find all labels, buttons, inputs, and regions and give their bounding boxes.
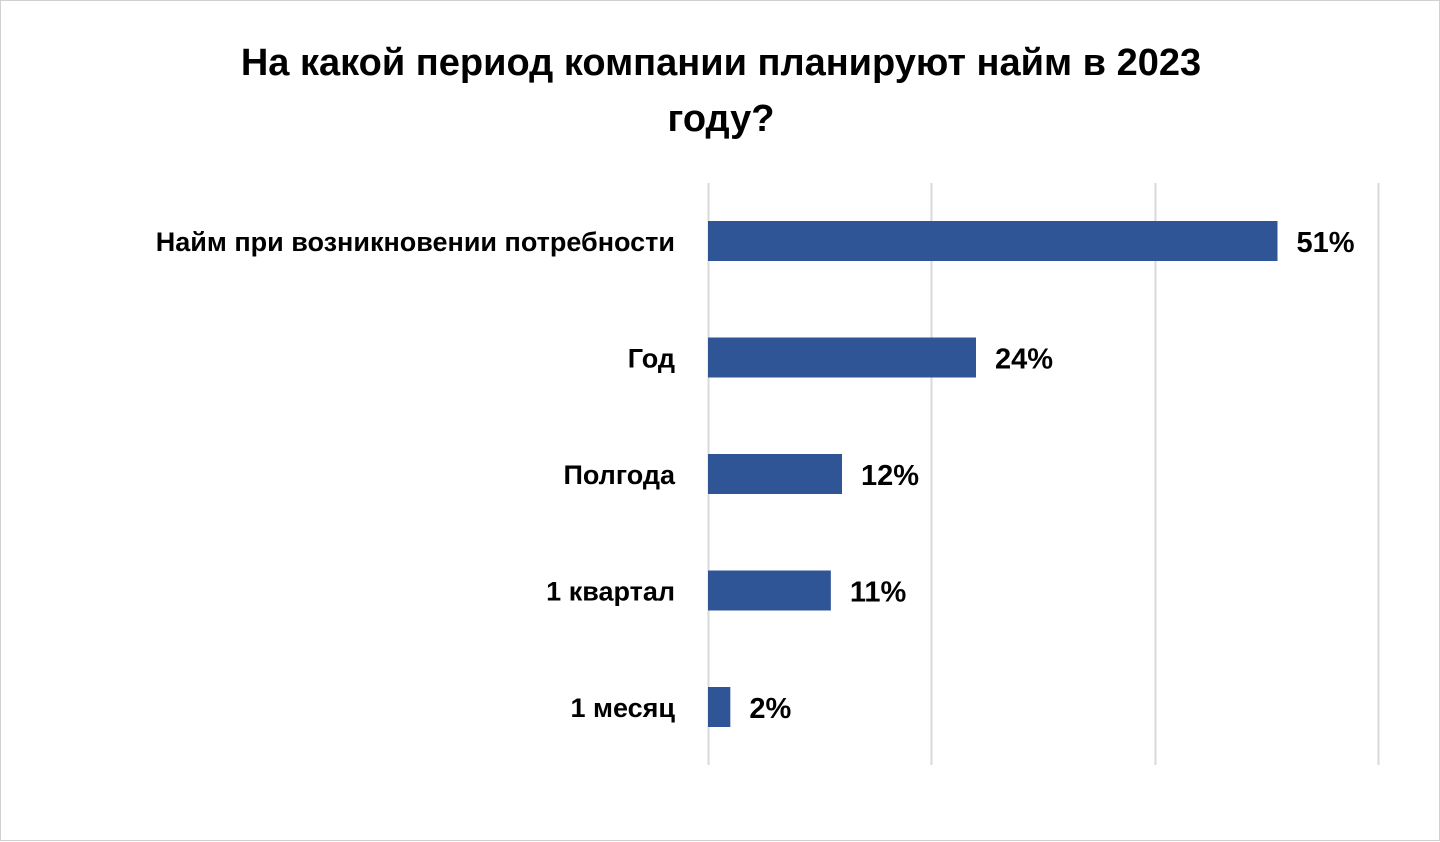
category-label-0: Найм при возникновении потребности: [156, 227, 675, 257]
data-label-0: 51%: [1297, 227, 1355, 259]
category-label-3: 1 квартал: [546, 577, 675, 607]
category-label-1: Год: [628, 344, 675, 374]
bar-1: [708, 337, 976, 378]
bar-2: [708, 454, 842, 494]
bar-3: [708, 570, 831, 611]
category-label-2: Полгода: [563, 460, 676, 490]
chart-title-line-2: году?: [667, 98, 775, 140]
bar-4: [708, 687, 731, 727]
category-label-4: 1 месяц: [570, 693, 675, 723]
chart-title-line-1: На какой период компании планируют найм …: [240, 42, 1202, 84]
data-label-4: 2%: [749, 693, 791, 725]
data-label-2: 12%: [861, 460, 919, 492]
data-label-3: 11%: [850, 577, 907, 609]
data-label-1: 24%: [995, 344, 1053, 376]
bar-0: [708, 221, 1278, 261]
chart-title: На какой период компании планируют найм …: [121, 35, 1321, 147]
